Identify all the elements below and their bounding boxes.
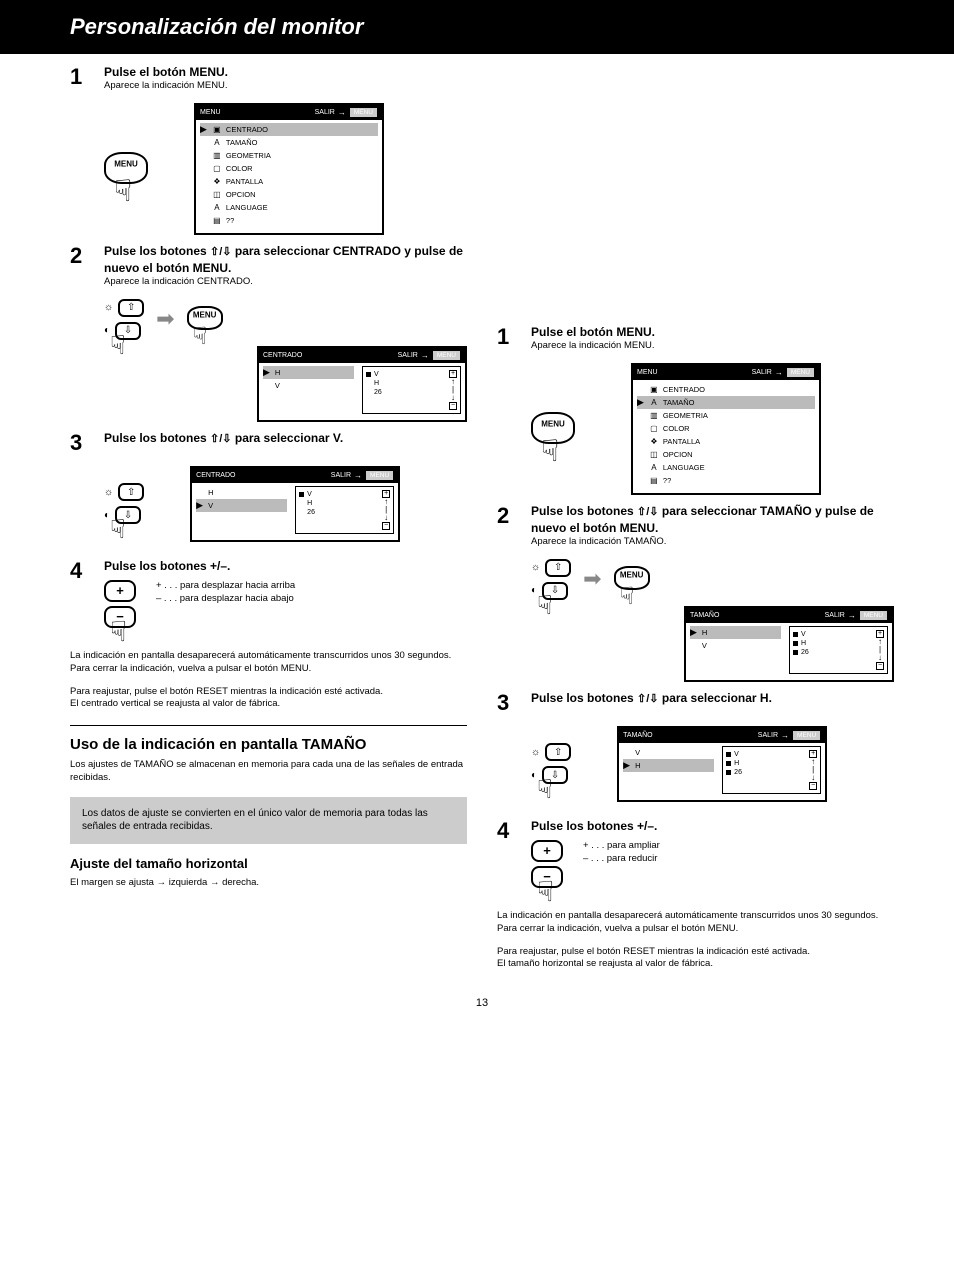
up-button: ⇧ bbox=[118, 299, 144, 317]
hand-icon: ☟ bbox=[537, 776, 553, 802]
note-reset-detail-r: El tamaño horizontal se reajusta al valo… bbox=[497, 958, 713, 969]
note-autoclose: La indicación en pantalla desaparecerá a… bbox=[70, 650, 467, 663]
osd-size-h2: TAMAÑO SALIR→MENU ▶V ▶H V H bbox=[617, 726, 827, 802]
updown-arrows-icon: ⇧/⇩ bbox=[637, 693, 659, 705]
right-column: 1 Pulse el botón MENU. Aparece la indica… bbox=[497, 64, 894, 971]
hsize-heading: Ajuste del tamaño horizontal bbox=[70, 856, 467, 871]
step-1r-graphics: MENU ☟ MENU SALIR→MENU ▶▣CENTRADO ▶ATAMA… bbox=[531, 363, 894, 495]
header-title: Personalización del monitor bbox=[70, 14, 363, 40]
step-2r: 2 Pulse los botones ⇧/⇩ para seleccionar… bbox=[497, 503, 894, 549]
adjust-rail-icon: +↑|↓− bbox=[449, 370, 457, 410]
note-reset-detail: El centrado vertical se reajusta al valo… bbox=[70, 698, 280, 709]
step-3r: 3 Pulse los botones ⇧/⇩ para seleccionar… bbox=[497, 690, 894, 716]
step-3r-graphics: ☼⇧ ◐⇩ ☟ TAMAÑO SALIR→MENU ▶V ▶H bbox=[531, 726, 894, 802]
hand-icon: ☟ bbox=[110, 332, 126, 358]
brightness-icon: ☼ bbox=[531, 562, 540, 573]
size-section-heading: Uso de la indicación en pantalla TAMAÑO bbox=[70, 736, 467, 753]
plus-button: + bbox=[104, 580, 136, 602]
step-4: 4 Pulse los botones +/–. + − ☟ + . . . p… bbox=[70, 558, 467, 628]
menu-button-press: MENU ☟ bbox=[531, 412, 575, 447]
adjust-range-note: El margen se ajusta → izquierda → derech… bbox=[70, 877, 467, 890]
osd-size-h: TAMAÑO SALIR→MENU ▶H ▶V V H bbox=[684, 606, 894, 682]
menu-button-press: MENU ☟ bbox=[104, 152, 148, 187]
leads-to-arrow-icon: ➡ bbox=[583, 566, 601, 592]
left-column: 1 Pulse el botón MENU. Aparece la indica… bbox=[70, 64, 467, 971]
section-rule bbox=[70, 725, 467, 726]
updown-arrows-icon: ⇧/⇩ bbox=[210, 433, 232, 445]
osd-center-h: CENTRADO SALIR→MENU ▶H ▶V V H bbox=[257, 346, 467, 422]
step-2r-graphics: ☼⇧ ◐⇩ ☟ ➡ MENU ☟ bbox=[531, 559, 894, 600]
step-2-graphics: ☼⇧ ◐⇩ ☟ ➡ MENU ☟ bbox=[104, 299, 467, 340]
brightness-icon: ☼ bbox=[104, 487, 113, 498]
adjust-rail-icon: +↑|↓− bbox=[876, 630, 884, 670]
icon-centering: ▣ bbox=[212, 125, 222, 134]
leads-to-arrow-icon: ➡ bbox=[156, 306, 174, 332]
hand-icon: ☟ bbox=[537, 878, 554, 906]
step-1: 1 Pulse el botón MENU. Aparece la indica… bbox=[70, 64, 467, 93]
brightness-icon: ☼ bbox=[531, 747, 540, 758]
note-close: Para cerrar la indicación, vuelva a puls… bbox=[70, 663, 467, 676]
plus-button: + bbox=[531, 840, 563, 862]
updown-arrows-icon: ⇧/⇩ bbox=[637, 506, 659, 518]
plus-minus-buttons: + − ☟ bbox=[104, 580, 136, 628]
step-3: 3 Pulse los botones ⇧/⇩ para seleccionar… bbox=[70, 430, 467, 456]
updown-arrows-icon: ⇧/⇩ bbox=[210, 246, 232, 258]
note-autoclose-r: La indicación en pantalla desaparecerá a… bbox=[497, 910, 894, 923]
step-2: 2 Pulse los botones ⇧/⇩ para seleccionar… bbox=[70, 243, 467, 289]
osd-center-v: CENTRADO SALIR→MENU ▶H ▶V V H bbox=[190, 466, 400, 542]
step-num: 1 bbox=[70, 64, 94, 90]
note-reset-r: Para reajustar, pulse el botón RESET mie… bbox=[497, 946, 810, 957]
step-1r: 1 Pulse el botón MENU. Aparece la indica… bbox=[497, 324, 894, 353]
arrow-right-icon: → bbox=[338, 108, 346, 117]
adjust-rail-icon: +↑|↓− bbox=[382, 490, 390, 530]
adjust-rail-icon: +↑|↓− bbox=[809, 750, 817, 790]
header-bar: Personalización del monitor bbox=[0, 0, 954, 54]
step-4r: 4 Pulse los botones +/–. + − ☟ + . . . p… bbox=[497, 818, 894, 888]
menu-button-press: MENU ☟ bbox=[187, 306, 223, 333]
hand-icon: ☟ bbox=[110, 618, 127, 646]
page-number: 13 bbox=[70, 997, 894, 1009]
brightness-icon: ☼ bbox=[104, 302, 113, 313]
osd-main-menu: MENU SALIR → MENU ▶▣CENTRADO ▶ATAMAÑO ▶▥… bbox=[194, 103, 384, 235]
size-section-intro: Los ajustes de TAMAÑO se almacenan en me… bbox=[70, 759, 467, 785]
gray-note-box: Los datos de ajuste se convierten en el … bbox=[70, 797, 467, 844]
plus-minus-buttons: + − ☟ bbox=[531, 840, 563, 888]
step-1-graphics: MENU ☟ MENU SALIR → MENU ▶▣CE bbox=[104, 103, 467, 235]
hand-icon: ☟ bbox=[110, 516, 126, 542]
note-reset: Para reajustar, pulse el botón RESET mie… bbox=[70, 686, 383, 697]
note-close-r: Para cerrar la indicación, vuelva a puls… bbox=[497, 923, 894, 936]
osd-main-menu-r: MENU SALIR→MENU ▶▣CENTRADO ▶ATAMAÑO ▶▥GE… bbox=[631, 363, 821, 495]
step-text: Pulse el botón MENU. Aparece la indicaci… bbox=[104, 64, 467, 93]
page-content: ES 1 Pulse el botón MENU. Aparece la ind… bbox=[0, 54, 954, 1049]
menu-button-press: MENU ☟ bbox=[614, 566, 650, 593]
step-3-graphics: ☼⇧ ◐⇩ ☟ CENTRADO SALIR→MENU ▶H ▶V bbox=[104, 466, 467, 542]
hand-icon: ☟ bbox=[537, 592, 553, 618]
